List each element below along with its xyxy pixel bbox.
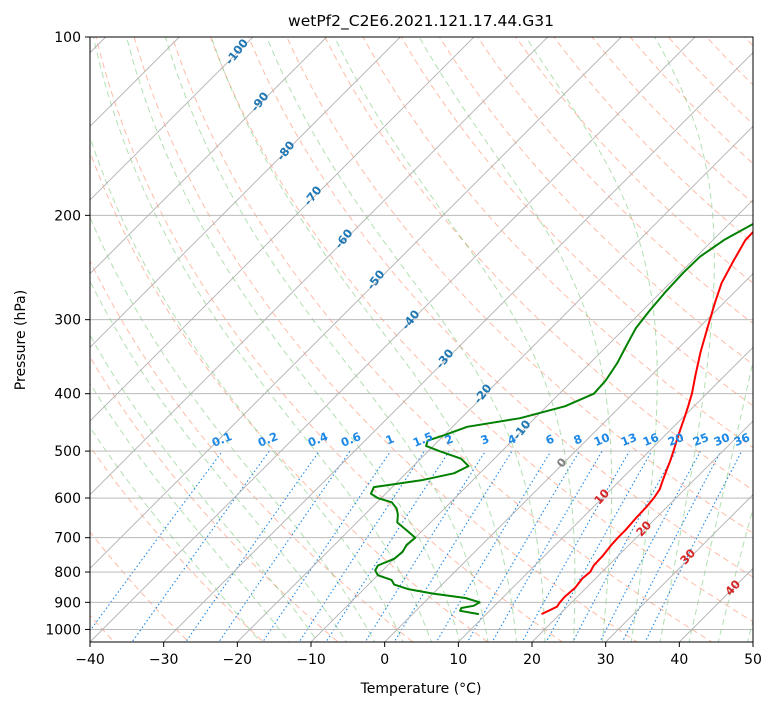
y-tick-label: 300 (54, 313, 81, 329)
mixing-ratio-label: 13 (619, 430, 639, 449)
x-tick-label: 30 (597, 652, 615, 668)
moist-adiabat-line (654, 37, 715, 642)
moist-adiabat-line (266, 37, 546, 642)
isotherm-line (605, 494, 753, 642)
moist-adiabat-line (418, 37, 613, 642)
dry-adiabat-line (248, 37, 753, 578)
plot-area: -100-90-80-70-60-50-40-30-20-100.1 0.2 0.4… (90, 37, 753, 642)
mixing-ratio-label: 16 (641, 430, 661, 449)
dewpoint-profile-line (369, 222, 753, 616)
y-axis-label: Pressure (hPa) (13, 290, 29, 390)
profile-series (369, 222, 753, 616)
isotherm-line (90, 37, 696, 642)
dry-adiabat-line (95, 37, 564, 642)
y-tick-label: 800 (54, 565, 81, 581)
y-tick-label: 100 (54, 30, 81, 46)
dry-adiabat-line (400, 37, 753, 407)
moist-adiabat-line (334, 37, 576, 642)
isobars (90, 37, 753, 630)
isotherm-line (90, 37, 475, 422)
dry-adiabat-line (286, 37, 753, 534)
y-tick-label: 400 (54, 387, 81, 403)
x-tick-label: 40 (670, 652, 688, 668)
y-tick-label: 700 (54, 531, 81, 547)
dry-adiabat-line (90, 259, 414, 642)
x-tick-label: 20 (523, 652, 541, 668)
isotherm-line (384, 273, 753, 642)
isotherm-line (457, 346, 753, 642)
x-tick-label: −10 (296, 652, 326, 668)
dry-adiabats (90, 37, 753, 642)
x-tick-label: −40 (75, 652, 105, 668)
isotherm-line (90, 37, 180, 127)
isotherm-line (90, 37, 401, 348)
dry-adiabat-line (209, 37, 753, 623)
dry-adiabat-line (629, 37, 753, 165)
plot-frame (89, 36, 754, 643)
dry-adiabat-line (438, 37, 753, 366)
dry-adiabat-line (667, 37, 753, 125)
chart-title: wetPf2_C2E6.2021.121.17.44.G31 (288, 12, 554, 31)
isotherm-line (90, 37, 254, 201)
moist-adiabat-line (717, 506, 753, 642)
y-tick-label: 200 (54, 208, 81, 224)
mixing-ratio-label: 25 (691, 430, 711, 449)
dry-adiabat-line (553, 37, 753, 244)
x-tick-label: −30 (149, 652, 179, 668)
x-axis-label: Temperature (°C) (360, 681, 482, 697)
dry-adiabat-line (591, 37, 753, 204)
moist-adiabat-line (90, 334, 319, 642)
x-tick-label: −20 (223, 652, 253, 668)
isotherm-line (90, 37, 622, 569)
x-tick-label: 50 (744, 652, 762, 668)
mixing-ratio-label: 36 (732, 430, 752, 449)
dry-adiabat-line (90, 531, 190, 642)
isotherm-line (90, 37, 328, 275)
dry-adiabat-line (90, 445, 265, 642)
isotherm-line (90, 37, 549, 496)
mixing-ratio-label: 30 (712, 430, 732, 449)
x-tick-label: 0 (380, 652, 389, 668)
dry-adiabat-line (324, 37, 753, 491)
x-axis-ticks: −40 −30 −20 −10 0 10 20 30 40 50 (75, 642, 762, 668)
dry-adiabat-line (90, 150, 489, 642)
y-axis-ticks: 100 200 300 400 500 600 700 800 900 1000 (45, 30, 90, 638)
y-tick-label: 600 (54, 491, 81, 507)
isotherm-line (236, 125, 753, 642)
moist-adiabat-line (92, 37, 432, 642)
y-tick-label: 1000 (45, 622, 81, 638)
y-tick-label: 500 (54, 444, 81, 460)
x-tick-label: 10 (449, 652, 467, 668)
dry-adiabat-line (171, 37, 713, 642)
y-tick-label: 900 (54, 595, 81, 611)
dry-adiabat-line (133, 37, 638, 642)
mixing-ratio-label: 10 (592, 430, 612, 449)
mixing-ratio-label: 20 (666, 430, 686, 449)
isotherm-line (163, 52, 753, 642)
isotherm-line (531, 420, 753, 642)
temperature-profile-line (541, 230, 753, 616)
